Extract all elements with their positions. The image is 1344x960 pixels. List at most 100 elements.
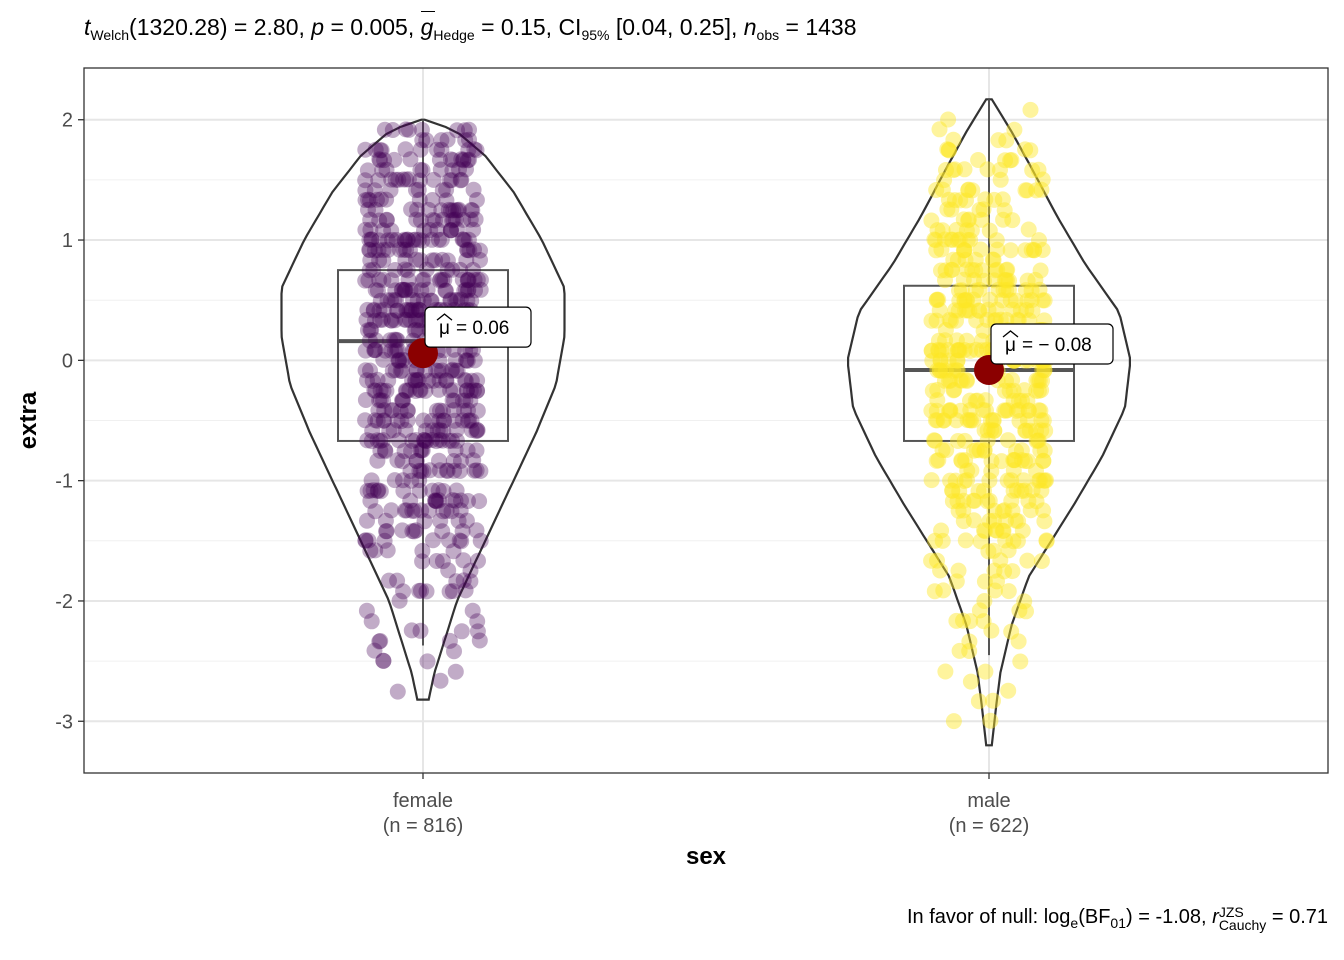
- data-point: [409, 372, 426, 389]
- data-point: [962, 232, 979, 248]
- data-point: [433, 141, 450, 158]
- data-point: [449, 122, 466, 139]
- data-point: [1003, 492, 1020, 509]
- data-point: [396, 231, 413, 248]
- data-point: [971, 281, 988, 298]
- data-point: [371, 271, 388, 288]
- data-point: [396, 443, 413, 459]
- data-point: [373, 142, 390, 159]
- x-tick-label: male: [967, 790, 1010, 812]
- data-point: [408, 211, 425, 228]
- data-point: [371, 212, 388, 229]
- data-point: [980, 301, 997, 318]
- data-point: [432, 402, 448, 419]
- data-point: [994, 191, 1011, 208]
- data-point: [393, 281, 410, 298]
- data-point: [996, 563, 1013, 580]
- data-point: [933, 241, 950, 258]
- data-point: [447, 492, 464, 509]
- data-point: [465, 181, 482, 198]
- data-point: [996, 502, 1013, 519]
- data-point: [946, 381, 963, 398]
- data-point: [459, 292, 476, 309]
- data-point: [1001, 382, 1018, 399]
- data-point: [468, 192, 485, 208]
- data-point: [419, 281, 436, 298]
- data-point: [446, 412, 463, 429]
- data-point: [958, 291, 975, 308]
- data-point: [979, 311, 996, 328]
- y-tick-label: -1: [55, 471, 73, 493]
- data-point: [454, 523, 471, 540]
- data-point: [979, 161, 996, 178]
- data-point: [979, 422, 996, 439]
- data-point: [469, 613, 486, 630]
- data-point: [968, 312, 985, 329]
- data-point: [1016, 482, 1033, 499]
- data-point: [404, 502, 421, 519]
- data-point: [454, 231, 471, 248]
- data-point: [444, 583, 461, 600]
- data-point: [362, 221, 379, 238]
- data-point: [412, 252, 429, 269]
- data-point: [378, 523, 395, 540]
- data-point: [1021, 422, 1038, 439]
- data-point: [938, 162, 954, 178]
- data-point: [428, 362, 445, 379]
- data-point: [402, 242, 418, 259]
- data-point: [1035, 452, 1052, 469]
- data-point: [397, 502, 413, 519]
- data-point: [407, 432, 424, 448]
- data-point: [357, 272, 374, 289]
- data-point: [411, 302, 428, 319]
- data-point: [951, 642, 968, 659]
- data-point: [369, 432, 386, 449]
- data-point: [364, 372, 381, 389]
- data-point: [462, 573, 479, 590]
- data-point: [957, 251, 974, 268]
- data-point: [427, 492, 444, 509]
- data-point: [429, 221, 446, 238]
- data-point: [398, 301, 415, 318]
- data-point: [446, 392, 463, 409]
- data-point: [996, 402, 1013, 419]
- data-point: [448, 362, 465, 379]
- data-point: [1013, 442, 1030, 459]
- data-point: [461, 412, 478, 429]
- data-point: [389, 302, 406, 319]
- data-point: [379, 292, 396, 309]
- data-point: [995, 211, 1012, 228]
- data-point: [986, 512, 1002, 529]
- data-point: [1022, 502, 1039, 519]
- data-point: [443, 151, 459, 168]
- data-point: [382, 332, 399, 349]
- data-point: [455, 231, 472, 248]
- data-point: [955, 502, 972, 519]
- data-point: [926, 432, 943, 449]
- data-point: [440, 432, 457, 449]
- data-point: [444, 492, 461, 509]
- data-point: [965, 492, 982, 509]
- data-point: [394, 362, 411, 379]
- data-point: [364, 422, 381, 439]
- mean-label-value: = − 0.08: [1022, 335, 1092, 356]
- data-point: [361, 231, 378, 248]
- data-point: [472, 463, 489, 479]
- data-point: [412, 442, 429, 459]
- data-point: [1034, 292, 1051, 309]
- data-point: [359, 372, 375, 389]
- data-point: [383, 312, 399, 329]
- data-point: [986, 272, 1003, 289]
- data-point: [468, 382, 485, 399]
- data-point: [941, 372, 957, 389]
- data-point: [1012, 302, 1029, 319]
- data-point: [397, 232, 414, 249]
- data-point: [468, 522, 485, 539]
- data-point: [952, 372, 969, 389]
- p-value: = 0.005,: [324, 14, 421, 40]
- data-point: [1027, 271, 1044, 288]
- data-point: [357, 172, 374, 189]
- data-point: [973, 211, 990, 228]
- data-point: [939, 141, 956, 158]
